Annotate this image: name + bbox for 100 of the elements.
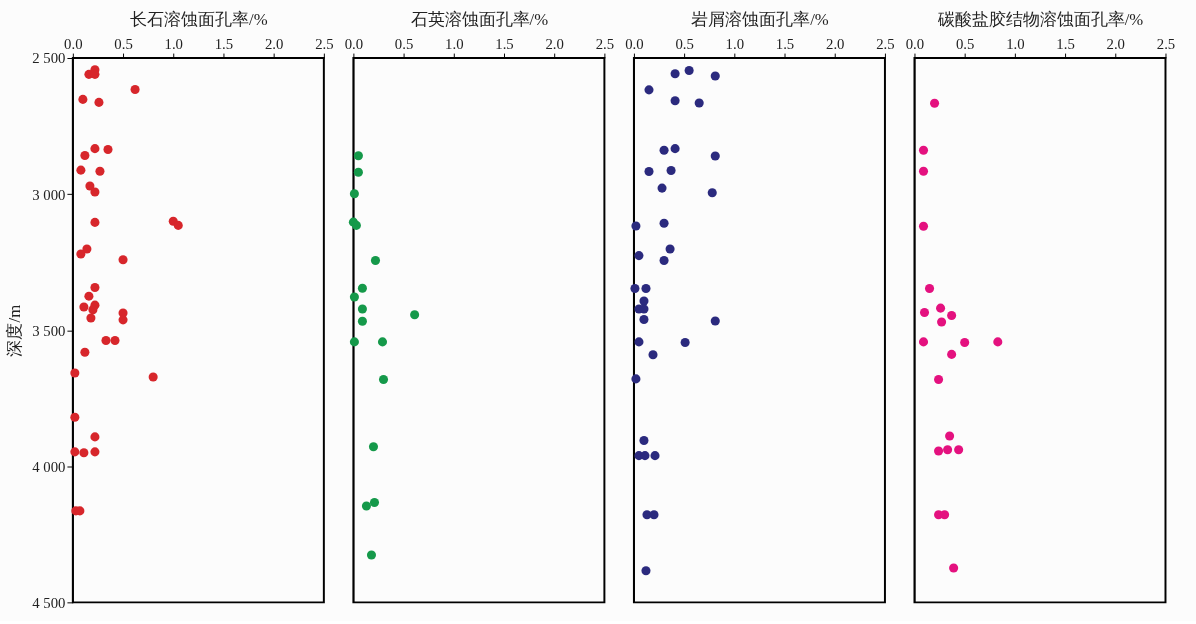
- point: [79, 448, 89, 458]
- x-tick-label: 0.0: [625, 35, 644, 52]
- x-tick-label: 1.5: [214, 35, 234, 52]
- point: [357, 283, 367, 293]
- point: [945, 431, 955, 441]
- point: [80, 150, 90, 160]
- point: [937, 317, 947, 327]
- x-tick-label: 2.0: [545, 35, 564, 52]
- point: [947, 310, 957, 321]
- point: [90, 187, 100, 197]
- point: [666, 165, 676, 175]
- point: [366, 550, 376, 560]
- point: [943, 445, 953, 455]
- point: [70, 447, 80, 457]
- point: [361, 501, 371, 511]
- point: [710, 71, 720, 81]
- point: [918, 221, 929, 231]
- x-tick-label: 2.5: [1156, 35, 1176, 52]
- point: [90, 432, 100, 442]
- point: [934, 446, 944, 456]
- point: [707, 188, 717, 198]
- point: [76, 249, 86, 259]
- point: [934, 374, 944, 384]
- point: [644, 85, 654, 95]
- point: [368, 442, 378, 452]
- point: [377, 337, 388, 347]
- x-axis-title: 长石溶蚀面孔率/%: [130, 10, 268, 30]
- point: [680, 337, 690, 347]
- point: [630, 284, 640, 294]
- point: [84, 291, 94, 301]
- point: [960, 337, 970, 347]
- point: [710, 316, 720, 326]
- point: [148, 372, 158, 382]
- x-axis-title: 石英溶蚀面孔率/%: [410, 10, 549, 30]
- x-tick-label: 1.5: [1056, 35, 1075, 52]
- point: [349, 292, 359, 302]
- point: [670, 144, 680, 154]
- y-tick-label: 2 500: [32, 50, 66, 67]
- x-tick-label: 2.0: [264, 35, 284, 52]
- x-tick-label: 0.0: [64, 35, 83, 52]
- point: [101, 336, 111, 346]
- point: [369, 497, 380, 507]
- point: [650, 451, 660, 461]
- point: [410, 310, 420, 320]
- point: [684, 66, 694, 76]
- point: [639, 315, 649, 325]
- point: [918, 337, 929, 347]
- point: [657, 183, 667, 193]
- point: [110, 336, 120, 346]
- x-tick-label: 2.5: [595, 35, 615, 52]
- x-tick-label: 0.5: [675, 35, 694, 52]
- point: [993, 337, 1003, 347]
- x-axis-title: 碳酸盐胶结物溶蚀面孔率/%: [936, 10, 1144, 30]
- point: [88, 305, 98, 315]
- point: [86, 313, 96, 323]
- point: [919, 307, 930, 318]
- point: [118, 255, 128, 265]
- x-tick-label: 1.5: [775, 35, 795, 52]
- x-tick-label: 2.0: [1106, 35, 1125, 52]
- x-tick-label: 1.0: [1006, 35, 1025, 52]
- point: [90, 447, 100, 457]
- point: [90, 144, 100, 154]
- point: [930, 98, 940, 108]
- point: [649, 510, 659, 520]
- point: [94, 97, 104, 107]
- x-tick-label: 0.5: [114, 35, 133, 52]
- point: [173, 220, 183, 230]
- point: [118, 315, 128, 325]
- point: [644, 166, 654, 177]
- point: [659, 145, 669, 155]
- x-tick-label: 2.0: [826, 35, 845, 52]
- x-tick-label: 1.0: [164, 35, 183, 52]
- point: [378, 374, 389, 384]
- point: [918, 166, 929, 176]
- x-tick-label: 0.5: [955, 35, 975, 52]
- point: [641, 284, 651, 294]
- point: [670, 96, 680, 106]
- point: [370, 255, 381, 266]
- x-tick-label: 0.5: [394, 35, 414, 52]
- point: [641, 566, 651, 576]
- point: [90, 282, 100, 292]
- x-tick-label: 1.0: [445, 35, 464, 52]
- point: [634, 337, 644, 347]
- point: [659, 218, 669, 228]
- x-tick-label: 2.5: [876, 35, 895, 52]
- point: [70, 412, 80, 422]
- point: [670, 69, 680, 79]
- x-tick-label: 1.0: [725, 35, 745, 52]
- point: [694, 98, 704, 108]
- point: [85, 181, 95, 191]
- point: [78, 94, 88, 104]
- point: [631, 374, 641, 384]
- point: [634, 251, 644, 261]
- point: [710, 151, 720, 161]
- point: [70, 368, 80, 378]
- point: [349, 337, 359, 347]
- point: [82, 244, 92, 254]
- point: [76, 165, 86, 175]
- point: [936, 303, 946, 313]
- point: [659, 255, 669, 266]
